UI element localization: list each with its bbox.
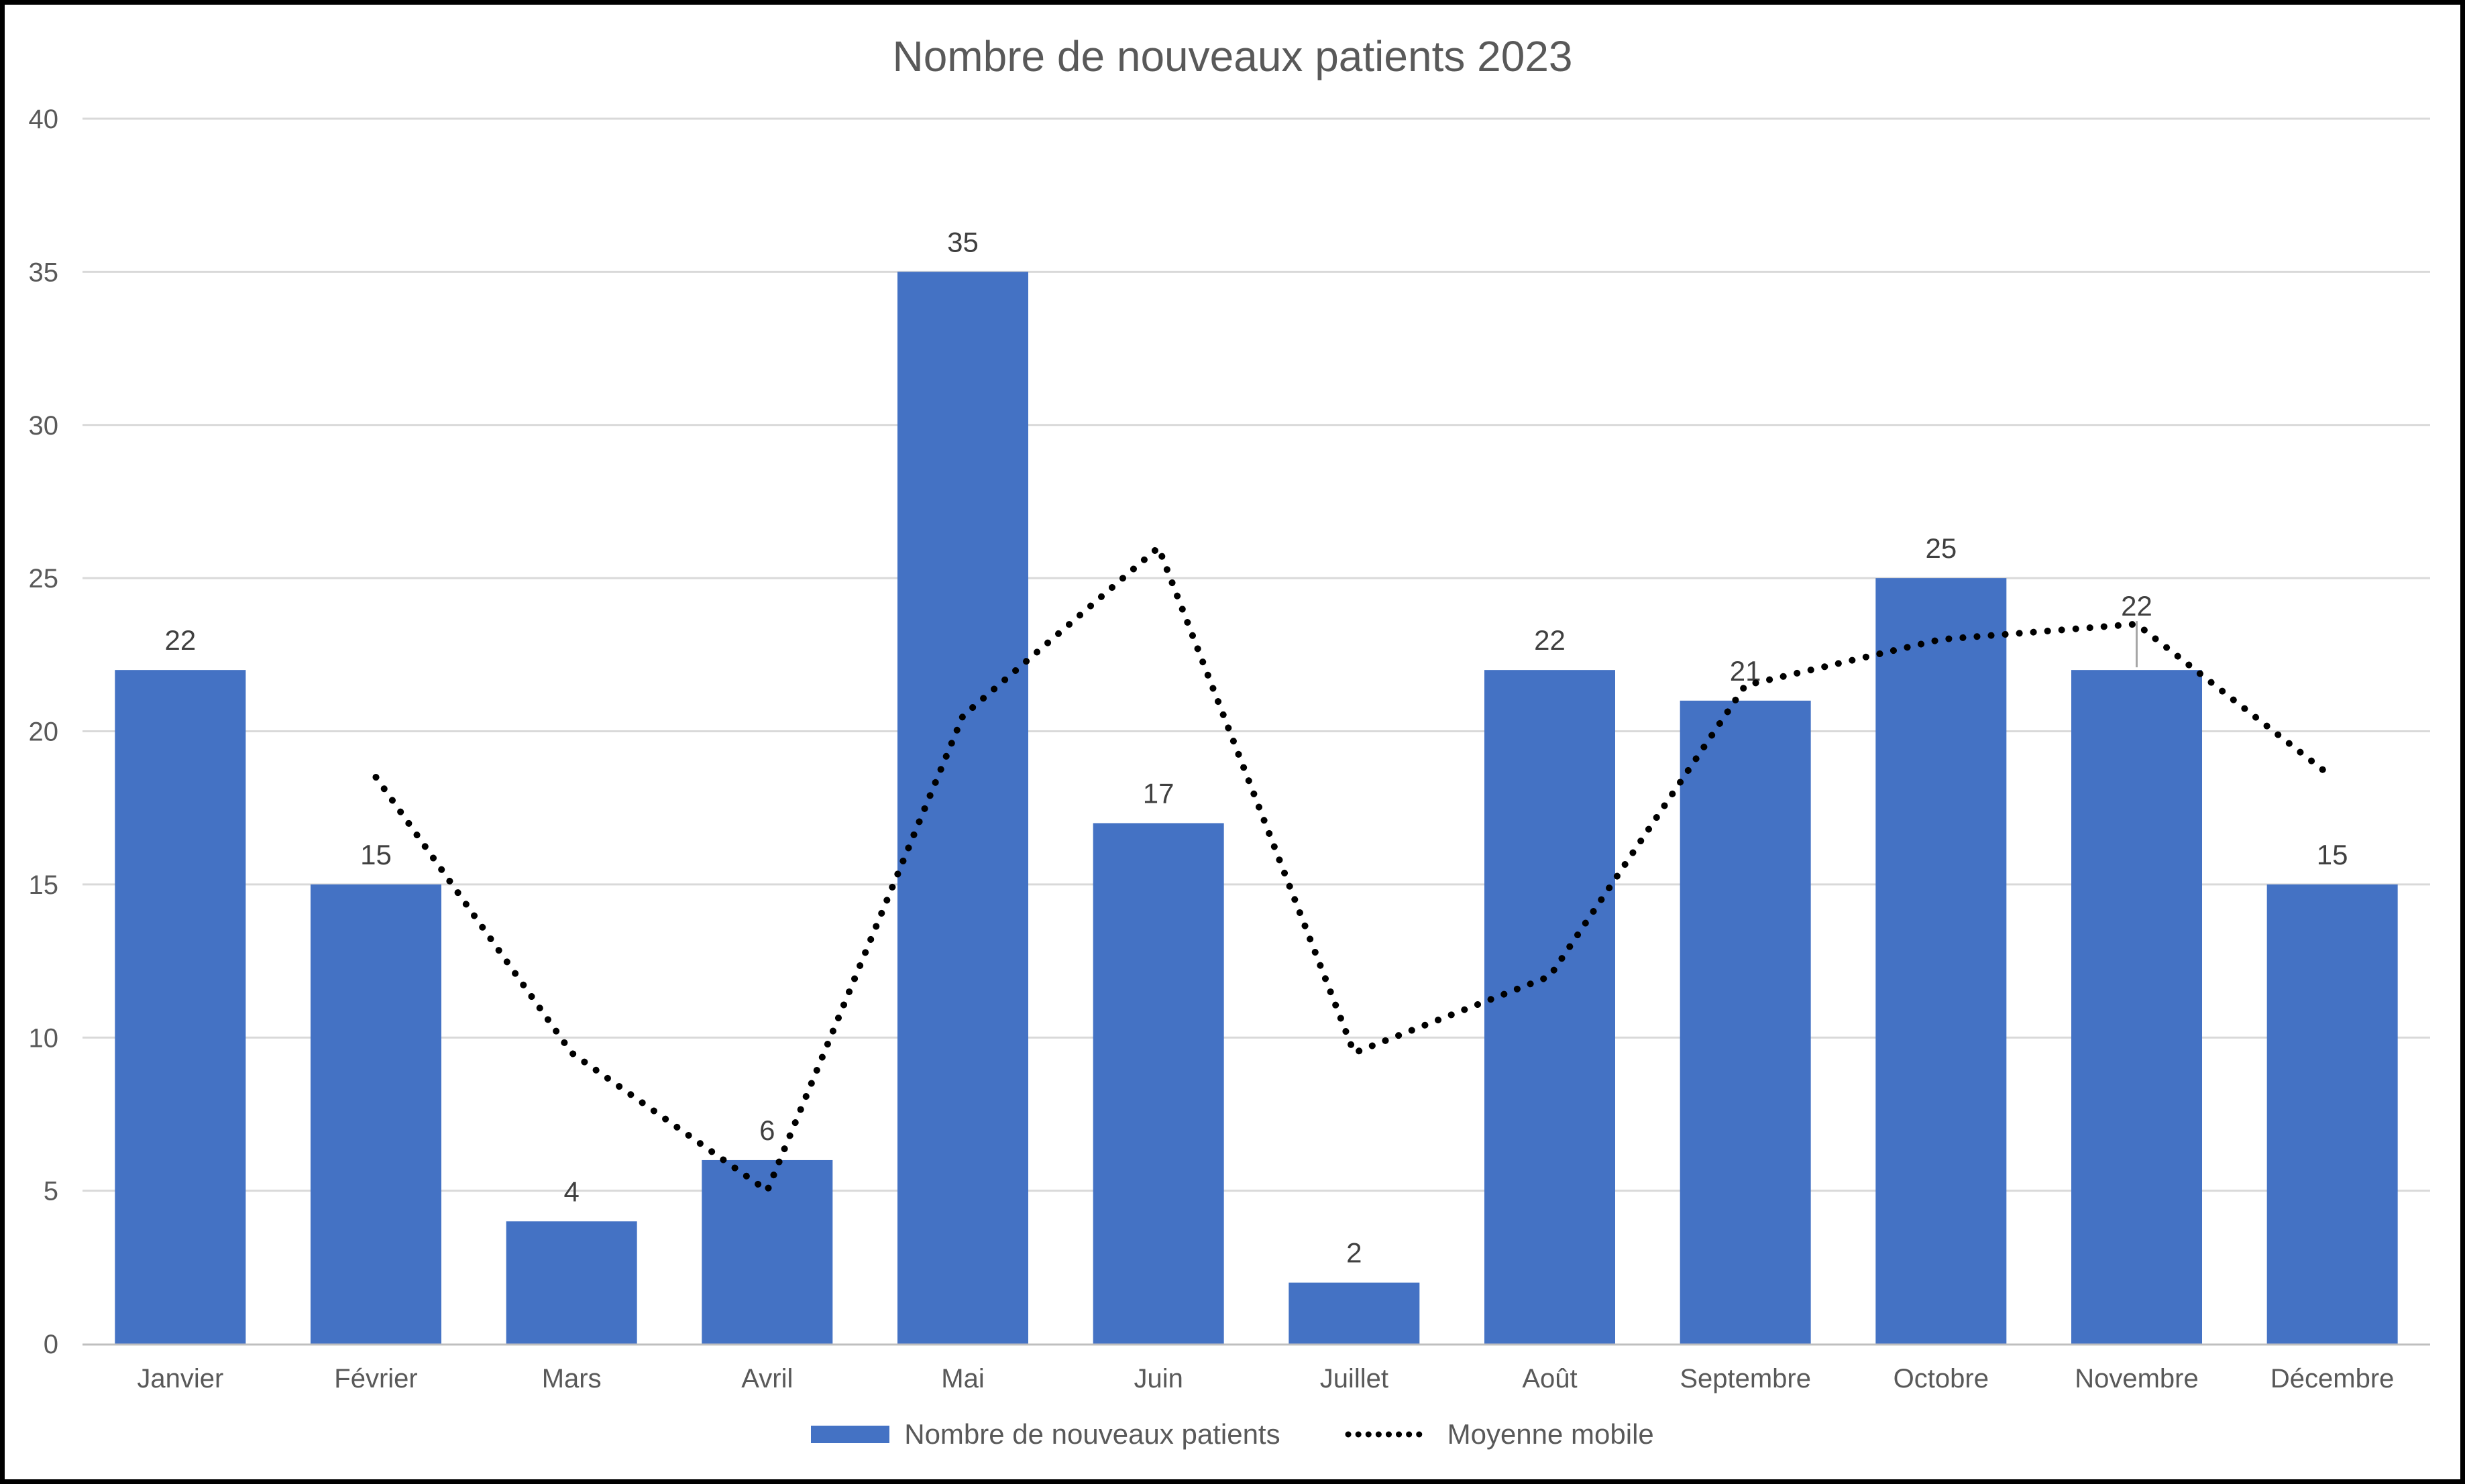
y-tick-label: 25: [29, 564, 59, 593]
y-tick-label: 15: [29, 870, 59, 900]
bar-value-label: 15: [2317, 839, 2348, 870]
bar: [311, 884, 441, 1344]
x-category-label: Décembre: [2270, 1364, 2395, 1393]
bar-value-label: 17: [1143, 778, 1174, 809]
x-category-label: Juillet: [1320, 1364, 1388, 1393]
x-category-label: Janvier: [137, 1364, 223, 1393]
bar-value-label: 4: [563, 1176, 579, 1207]
bar-value-label: 22: [2121, 590, 2152, 622]
legend-item-line: Moyenne mobile: [1344, 1418, 1654, 1450]
chart-canvas: 0510152025303540221546351722221252215Jan…: [29, 105, 2430, 1393]
bar-value-label: 15: [360, 839, 392, 870]
x-category-label: Août: [1522, 1364, 1577, 1393]
bar-value-label: 2: [1346, 1237, 1362, 1269]
y-tick-label: 20: [29, 718, 59, 747]
x-category-label: Novembre: [2075, 1364, 2199, 1393]
bar: [506, 1221, 637, 1344]
bar: [1484, 670, 1615, 1344]
y-tick-label: 10: [29, 1023, 59, 1053]
y-tick-label: 30: [29, 411, 59, 441]
bar-value-label: 35: [947, 226, 979, 258]
bar: [1289, 1282, 1420, 1344]
bar-value-label: 6: [759, 1115, 775, 1146]
bar-value-label: 22: [164, 624, 196, 656]
bar-value-label: 25: [1925, 532, 1957, 564]
x-category-label: Avril: [741, 1364, 793, 1393]
chart-title: Nombre de nouveaux patients 2023: [892, 32, 1573, 80]
y-tick-label: 35: [29, 258, 59, 287]
bar: [115, 670, 246, 1344]
y-tick-label: 5: [44, 1177, 58, 1206]
moving-average-line: [372, 544, 2336, 1194]
legend: Nombre de nouveaux patients Moyenne mobi…: [5, 1413, 2460, 1456]
legend-label-line: Moyenne mobile: [1447, 1418, 1654, 1450]
bar: [897, 272, 1028, 1344]
x-category-label: Mai: [941, 1364, 984, 1393]
y-tick-label: 40: [29, 105, 59, 134]
x-category-label: Février: [334, 1364, 417, 1393]
x-category-label: Octobre: [1894, 1364, 1989, 1393]
bar-value-label: 22: [1534, 624, 1566, 656]
legend-label-bars: Nombre de nouveaux patients: [904, 1418, 1280, 1450]
legend-item-bars: Nombre de nouveaux patients: [811, 1418, 1280, 1450]
x-category-label: Septembre: [1680, 1364, 1811, 1393]
bar: [2071, 670, 2202, 1344]
y-tick-label: 0: [44, 1330, 58, 1359]
bar: [1875, 578, 2007, 1344]
bar: [1680, 700, 1811, 1344]
x-category-label: Mars: [542, 1364, 602, 1393]
bar: [2266, 884, 2398, 1344]
dotted-line-swatch: [1345, 1431, 1432, 1438]
x-category-label: Juin: [1134, 1364, 1183, 1393]
bar: [1093, 823, 1224, 1344]
bar-series-swatch: [811, 1426, 890, 1443]
